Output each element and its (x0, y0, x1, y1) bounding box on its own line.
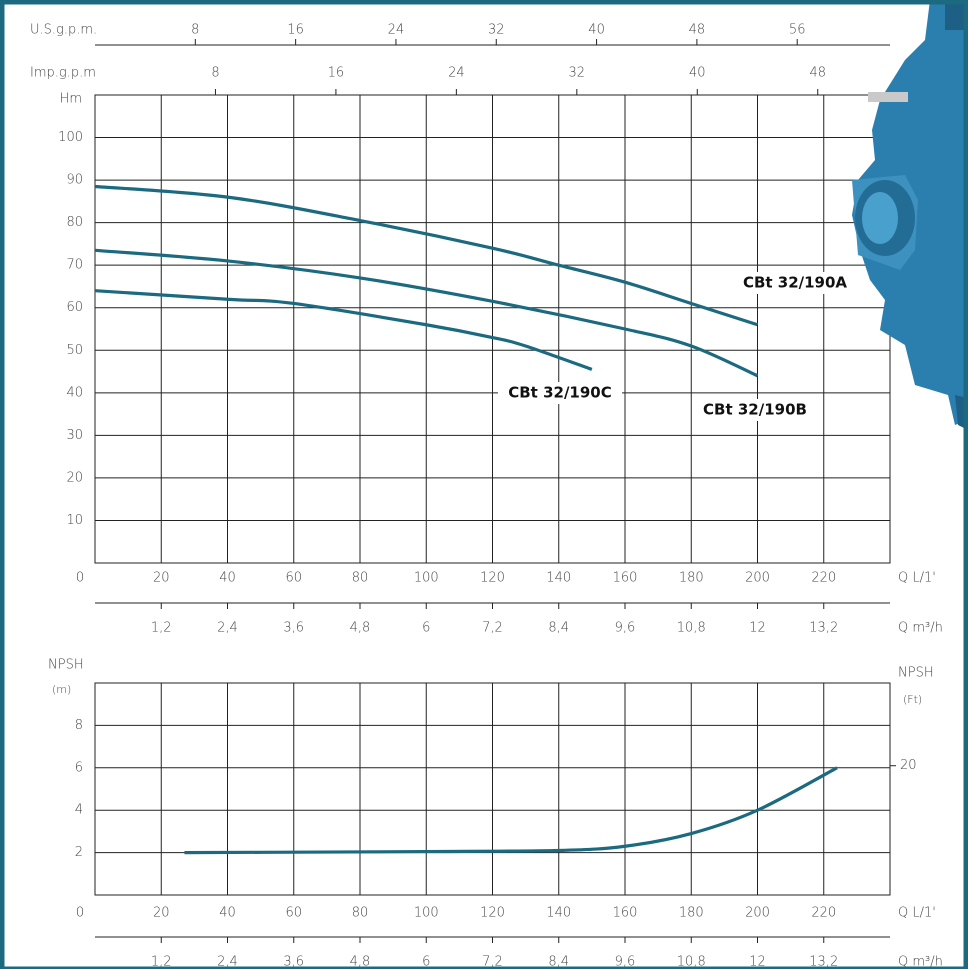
extra-axis-tick-label: 13,2 (809, 955, 838, 969)
x-tick-label: 20 (153, 906, 170, 921)
extra-axis-tick-label: 10,8 (677, 621, 706, 636)
y-tick-label: 40 (66, 385, 83, 400)
curve-label-bg (693, 399, 817, 421)
x-tick-label: 180 (679, 571, 704, 586)
extra-axis-tick-label: 4,8 (350, 955, 371, 969)
extra-axis-tick-label: 24 (388, 23, 405, 38)
x-tick-label: 160 (613, 906, 638, 921)
curve-label: CBt 32/190A (743, 274, 847, 292)
y-tick-label: 50 (66, 343, 83, 358)
x-tick-label: 220 (811, 571, 836, 586)
y-tick-label: 10 (66, 513, 83, 528)
curve (94, 248, 759, 378)
x-tick-label: 0 (76, 571, 84, 586)
curve-label: CBt 32/190B (703, 401, 807, 419)
extra-axis-tick-label: 8 (191, 23, 199, 38)
y2-axis-unit: (Ft) (903, 693, 922, 706)
extra-axis-label: Q m³/h (898, 955, 943, 969)
extra-axis-tick-label: 1,2 (151, 955, 172, 969)
y-tick-label: 100 (58, 130, 83, 145)
y-tick-label: 30 (66, 428, 83, 443)
curve-label-bg (733, 272, 857, 294)
extra-axis-label: U.S.g.p.m. (30, 23, 97, 38)
y2-tick-label: 20 (900, 758, 917, 773)
x-tick-label: 60 (285, 906, 302, 921)
extra-axis-tick-label: 1,2 (151, 621, 172, 636)
x-tick-label: 120 (480, 571, 505, 586)
x-tick-label: 140 (546, 571, 571, 586)
x-tick-label: 140 (546, 906, 571, 921)
y-tick-label: 6 (75, 760, 83, 775)
x-tick-label: 40 (219, 906, 236, 921)
extra-axis-tick-label: 40 (588, 23, 605, 38)
extra-axis-tick-label: 8,4 (548, 955, 569, 969)
extra-axis-tick-label: 40 (689, 66, 706, 81)
x-tick-label: 60 (285, 571, 302, 586)
extra-axis-tick-label: 12 (749, 955, 766, 969)
extra-axis-tick-label: 16 (287, 23, 304, 38)
extra-axis-tick-label: 13,2 (809, 621, 838, 636)
extra-axis-tick-label: 6 (422, 621, 430, 636)
y-tick-label: 90 (66, 173, 83, 188)
y2-axis-label: NPSH (898, 666, 934, 681)
extra-axis-tick-label: 48 (689, 23, 706, 38)
y-tick-label: 20 (66, 470, 83, 485)
x-tick-label: 0 (76, 906, 84, 921)
extra-axis-tick-label: 32 (569, 66, 586, 81)
extra-axis-tick-label: 10,8 (677, 955, 706, 969)
curve (94, 184, 758, 327)
extra-axis-tick-label: 7,2 (482, 621, 503, 636)
extra-axis-tick-label: 6 (422, 955, 430, 969)
extra-axis-tick-label: 56 (789, 23, 806, 38)
y-tick-label: 60 (66, 300, 83, 315)
extra-axis-tick-label: 4,8 (350, 621, 371, 636)
extra-axis-tick-label: 16 (328, 66, 345, 81)
x-tick-label: 80 (352, 906, 369, 921)
x-tick-label: 40 (219, 571, 236, 586)
extra-axis-tick-label: 9,6 (615, 955, 636, 969)
extra-axis-tick-label: 9,6 (615, 621, 636, 636)
y-tick-label: 80 (66, 215, 83, 230)
extra-axis-tick-label: 32 (488, 23, 505, 38)
x-tick-label: 200 (745, 906, 770, 921)
extra-axis-tick-label: 2,4 (217, 955, 238, 969)
extra-axis-tick-label: 2,4 (217, 621, 238, 636)
extra-axis-tick-label: 24 (448, 66, 465, 81)
extra-axis-tick-label: 12 (749, 621, 766, 636)
x-tick-label: 200 (745, 571, 770, 586)
extra-axis-tick-label: 7,2 (482, 955, 503, 969)
y-axis-unit: (m) (52, 683, 71, 696)
curve-label-bg (498, 382, 622, 404)
extra-axis-tick-label: 3,6 (283, 621, 304, 636)
extra-axis-label: Q m³/h (898, 621, 943, 636)
x-tick-label: 20 (153, 571, 170, 586)
x-tick-label: 120 (480, 906, 505, 921)
x-axis-label: Q L/1' (898, 906, 936, 921)
x-tick-label: 100 (414, 906, 439, 921)
y-tick-label: 8 (75, 718, 83, 733)
pump-image (852, 0, 968, 430)
extra-axis-tick-label: 3,6 (283, 955, 304, 969)
y-tick-label: 4 (75, 803, 83, 818)
x-axis-label: Q L/1' (898, 571, 936, 586)
x-tick-label: 160 (613, 571, 638, 586)
extra-axis-tick-label: 8 (211, 66, 219, 81)
y-tick-label: 70 (66, 258, 83, 273)
curve (94, 289, 593, 371)
x-tick-label: 180 (679, 906, 704, 921)
y-axis-label: NPSH (48, 658, 84, 673)
curve-label: CBt 32/190C (508, 384, 612, 402)
x-tick-label: 220 (811, 906, 836, 921)
curve (184, 766, 838, 855)
y-axis-label: Hm (60, 92, 82, 107)
extra-axis-tick-label: 8,4 (548, 621, 569, 636)
extra-axis-label: Imp.g.p.m (30, 66, 96, 81)
extra-axis-tick-label: 48 (809, 66, 826, 81)
y-tick-label: 2 (75, 845, 83, 860)
x-tick-label: 80 (352, 571, 369, 586)
x-tick-label: 100 (414, 571, 439, 586)
